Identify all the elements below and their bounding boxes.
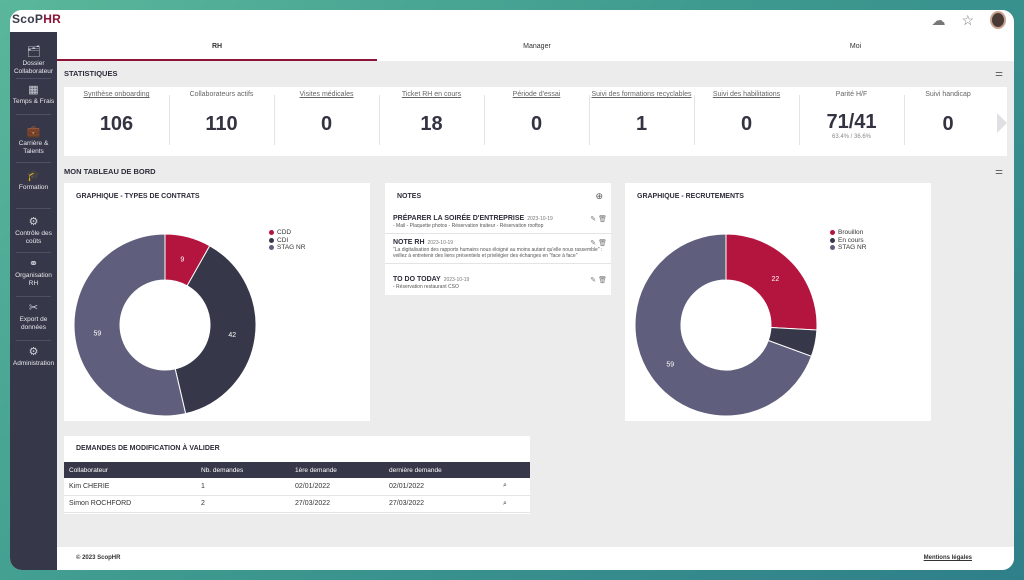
top-icons: ☁ ☆ [931, 11, 1006, 29]
stat-habilitations[interactable]: Suivi des habilitations 0 [712, 91, 781, 135]
stat-handicap: Suivi handicap 0 [925, 91, 971, 135]
sidebar-item-carriere[interactable]: 💼 Carrière & Talents [10, 126, 57, 155]
sidebar-divider [16, 340, 51, 341]
tab-moi[interactable]: Moi [849, 43, 862, 50]
data-label: 59 [94, 330, 102, 337]
legend-item: STAG NR [830, 244, 866, 252]
data-label: 9 [180, 257, 184, 264]
legend-item: CDD [269, 229, 305, 237]
tools-icon: ✂ [28, 302, 39, 314]
sidebar-divider [16, 208, 51, 209]
data-label: 59 [666, 361, 674, 368]
cloud-icon[interactable]: ☁ [931, 11, 946, 28]
demandes-table: Collaborateur Nb. demandes 1ère demande … [64, 462, 530, 513]
app-logo[interactable]: ScoPHR [12, 12, 62, 26]
sidebar-divider [16, 252, 51, 253]
section-title-statistiques: STATISTIQUES [64, 69, 118, 78]
column-header: dernière demande [384, 462, 498, 478]
sidebar-divider [16, 162, 51, 163]
sidebar-item-dossier[interactable]: 🗂 Dossier Collaborateur [10, 46, 57, 75]
sidebar-item-couts[interactable]: ⚙ Contrôle des coûts [10, 216, 57, 245]
donut-chart-recrutements: 22 59 [634, 233, 818, 417]
sidebar-item-temps[interactable]: ▦ Temps & Frais [10, 84, 57, 106]
stat-onboarding[interactable]: Synthèse onboarding 106 [83, 91, 150, 135]
edit-delete-icons[interactable]: ✎ 🗑 [590, 216, 607, 223]
demandes-title: DEMANDES DE MODIFICATION À VALIDER [76, 445, 220, 452]
section-title-tableau-de-bord: MON TABLEAU DE BORD [64, 167, 156, 176]
column-header: Collaborateur [64, 462, 196, 478]
sidebar-item-administration[interactable]: ⚙ Administration [10, 346, 57, 368]
star-icon[interactable]: ☆ [961, 11, 974, 28]
top-bar: ScoPHR ☁ ☆ [10, 10, 1014, 32]
stat-collaborateurs: Collaborateurs actifs 110 [189, 91, 254, 135]
legend-item: STAG NR [269, 244, 305, 252]
sidebar-item-organisation[interactable]: ⚭ Organisation RH [10, 258, 57, 287]
donut-slice-brouillon[interactable] [725, 233, 818, 331]
column-header: Nb. demandes [196, 462, 290, 478]
sidebar-divider [16, 78, 51, 79]
folder-icon: 🗂 [26, 46, 41, 58]
table-row[interactable]: Kim CHERIE 1 02/01/2022 02/01/2022 ⌕ [64, 478, 530, 496]
stat-visites[interactable]: Visites médicales 0 [299, 91, 354, 135]
sidebar-item-export[interactable]: ✂ Export de données [10, 302, 57, 331]
chart-legend: CDD CDI STAG NR [269, 229, 305, 252]
app-window: ScoPHR ☁ ☆ 🗂 Dossier Collaborateur ▦ Temps… [10, 10, 1014, 570]
data-label: 22 [771, 276, 779, 283]
chart-card-recrutements: GRAPHIQUE - RECRUTEMENTS 22 59 Brouillon … [625, 183, 931, 421]
sidebar-divider [16, 296, 51, 297]
column-header: 1ère demande [290, 462, 384, 478]
handshake-icon: ⚭ [28, 258, 39, 270]
footer: © 2023 ScopHR Mentions légales [57, 547, 1014, 570]
donut-chart-contrats: 9 42 59 [73, 233, 257, 417]
carousel-next-arrow[interactable] [997, 113, 1007, 133]
filter-icon[interactable]: ⚌ [995, 166, 1004, 176]
chart-legend: Brouillon En cours STAG NR [830, 229, 866, 252]
tab-bar: RH Manager Moi [57, 32, 1014, 61]
filter-icon[interactable]: ⚌ [995, 68, 1004, 78]
sidebar-item-formation[interactable]: 🎓 Formation [10, 170, 57, 192]
legend-item: En cours [830, 237, 866, 245]
stat-tickets[interactable]: Ticket RH en cours 18 [401, 91, 462, 135]
graduation-cap-icon: 🎓 [26, 170, 41, 182]
legend-item: CDI [269, 237, 305, 245]
table-row[interactable]: Simon ROCHFORD 2 27/03/2022 27/03/2022 ⌕ [64, 495, 530, 513]
edit-delete-icons[interactable]: ✎ 🗑 [590, 240, 607, 247]
calendar-icon: ▦ [28, 84, 39, 96]
search-icon[interactable]: ⌕ [498, 478, 530, 496]
legend-item: Brouillon [830, 229, 866, 237]
org-chart-icon: ⚙ [28, 216, 39, 228]
copyright: © 2023 ScopHR [76, 555, 121, 561]
chart-title: GRAPHIQUE - RECRUTEMENTS [637, 193, 744, 200]
chart-card-contrats: GRAPHIQUE - TYPES DE CONTRATS 9 42 59 CDD … [64, 183, 370, 421]
stats-panel: Synthèse onboarding 106 Collaborateurs ac… [64, 87, 1007, 156]
legal-link[interactable]: Mentions légales [923, 555, 972, 561]
tab-rh[interactable]: RH [57, 32, 377, 61]
note-item[interactable]: TO DO TODAY 2023-10-19 - Réservation rest… [393, 276, 607, 290]
stat-periode-essai[interactable]: Période d'essai 0 [512, 91, 561, 135]
sidebar-divider [16, 114, 51, 115]
edit-delete-icons[interactable]: ✎ 🗑 [590, 277, 607, 284]
add-note-icon[interactable]: ⊕ [595, 191, 603, 201]
stat-formations[interactable]: Suivi des formations recyclables 1 [591, 91, 692, 135]
demandes-card: DEMANDES DE MODIFICATION À VALIDER Colla… [64, 436, 530, 514]
notes-title: NOTES [397, 193, 422, 200]
sidebar: 🗂 Dossier Collaborateur ▦ Temps & Frais 💼 C… [10, 32, 57, 570]
tab-manager[interactable]: Manager [523, 43, 551, 50]
donut-slice-stag-nr[interactable] [634, 233, 813, 417]
note-item[interactable]: PRÉPARER LA SOIRÉE D'ENTREPRISE 2023-10-1… [385, 211, 611, 234]
notes-card: NOTES ⊕ PRÉPARER LA SOIRÉE D'ENTREPRISE 2… [385, 183, 611, 295]
data-label: 42 [228, 332, 236, 339]
avatar[interactable] [990, 11, 1006, 29]
globe-icon: ⚙ [28, 346, 39, 358]
stat-parite: Parité H/F 71/41 63.4% / 36.6% [826, 91, 877, 140]
donut-slice-stag-nr[interactable] [73, 233, 187, 417]
donut-slice-cdi[interactable] [174, 245, 257, 415]
briefcase-icon: 💼 [26, 126, 41, 138]
search-icon[interactable]: ⌕ [498, 495, 530, 513]
note-item[interactable]: NOTE RH 2023-10-19 "La digitalisation des… [385, 235, 611, 264]
chart-title: GRAPHIQUE - TYPES DE CONTRATS [76, 193, 200, 200]
